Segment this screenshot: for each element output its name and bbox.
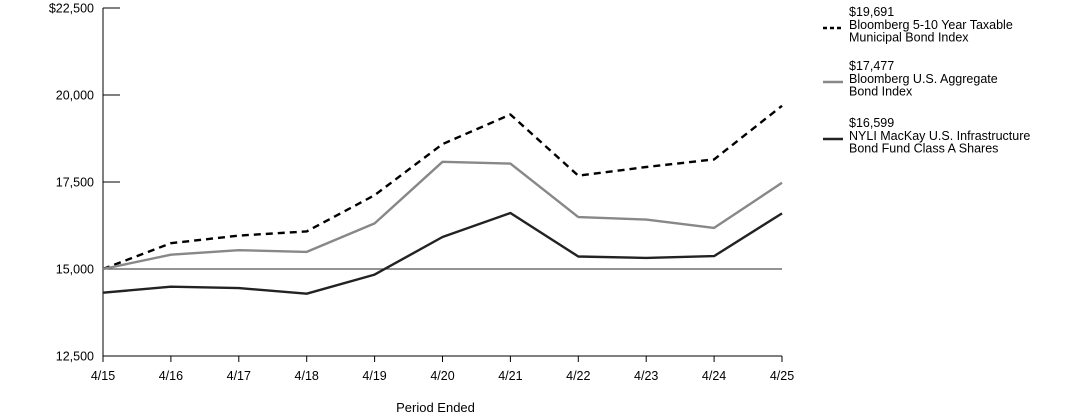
legend-series-name: Bloomberg U.S. Aggregate	[849, 72, 998, 86]
chart-axes: 12,500 15,000 17,500 20,000 $22,500 4/15 4/16 4…	[49, 2, 794, 384]
y-tick-label: $22,500	[49, 2, 94, 16]
x-tick-label: 4/23	[634, 369, 658, 383]
legend-ending-value: $17,477	[849, 59, 894, 73]
series-line-2	[102, 160, 783, 271]
legend-series-name: NYLI MacKay U.S. Infrastructure	[849, 129, 1030, 143]
x-axis-title: Period Ended	[396, 400, 475, 415]
legend-ending-value: $19,691	[849, 5, 894, 19]
x-tick-label: 4/21	[498, 369, 522, 383]
y-tick-label: 15,000	[56, 263, 94, 277]
x-tick-label: 4/19	[362, 369, 386, 383]
x-tick-label: 4/25	[770, 369, 794, 383]
x-tick-label: 4/20	[430, 369, 454, 383]
y-tick-label: 12,500	[56, 350, 94, 364]
x-tick-label: 4/22	[566, 369, 590, 383]
x-tick-label: 4/24	[702, 369, 726, 383]
series-line-3	[102, 211, 783, 295]
y-tick-label: 20,000	[56, 89, 94, 103]
x-tick-label: 4/18	[295, 369, 319, 383]
legend-ending-value: $16,599	[849, 116, 894, 130]
legend-series-name: Bloomberg 5-10 Year Taxable	[849, 18, 1013, 32]
x-tick-label: 4/15	[91, 369, 115, 383]
legend-series-name: Municipal Bond Index	[849, 31, 969, 45]
x-tick-label: 4/17	[227, 369, 251, 383]
legend-series-name: Bond Fund Class A Shares	[849, 142, 998, 156]
x-tick-label: 4/16	[159, 369, 183, 383]
legend-series-name: Bond Index	[849, 85, 913, 99]
plot-area	[102, 104, 783, 295]
y-tick-label: 17,500	[56, 176, 94, 190]
series-line-1	[102, 104, 783, 271]
